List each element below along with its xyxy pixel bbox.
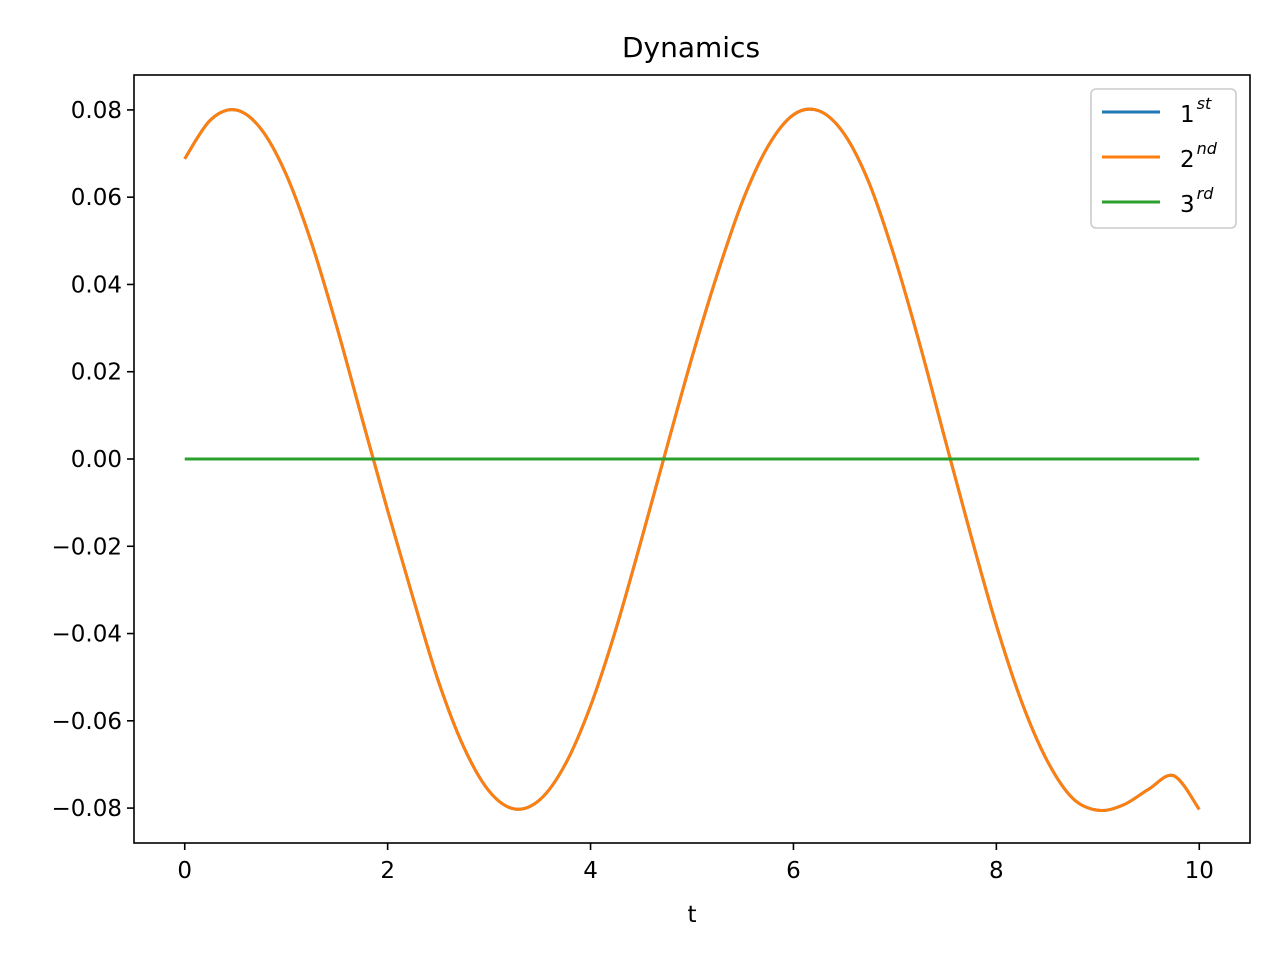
x-tick-label: 10 xyxy=(1185,858,1214,884)
x-tick-label: 6 xyxy=(786,858,801,884)
y-tick-label: −0.08 xyxy=(52,796,122,822)
y-tick-label: −0.04 xyxy=(52,622,122,648)
y-tick-label: −0.02 xyxy=(52,534,122,560)
y-tick-label: 0.08 xyxy=(71,98,122,124)
y-tick-label: 0.00 xyxy=(71,447,122,473)
y-tick-label: 0.06 xyxy=(71,185,122,211)
chart-title: Dynamics xyxy=(622,31,760,64)
x-tick-label: 0 xyxy=(177,858,192,884)
y-tick-label: 0.02 xyxy=(71,360,122,386)
series-line-2 xyxy=(183,107,1201,813)
legend-box xyxy=(1090,88,1237,229)
x-tick-label: 4 xyxy=(583,858,598,884)
x-tick-label: 2 xyxy=(380,858,395,884)
legend: 1 st2 nd3 rd xyxy=(1090,88,1237,229)
y-tick-label: 0.04 xyxy=(71,272,122,298)
x-axis-label: t xyxy=(687,902,696,928)
x-tick-label: 8 xyxy=(989,858,1004,884)
y-tick-label: −0.06 xyxy=(52,709,122,735)
plot-lines xyxy=(183,107,1201,813)
y-axis: −0.08 −0.06 −0.04 −0.02 0.00 0.02 0.04 0.06 0.08 xyxy=(52,98,134,822)
x-axis: 0 2 4 6 8 10 xyxy=(177,843,1214,884)
